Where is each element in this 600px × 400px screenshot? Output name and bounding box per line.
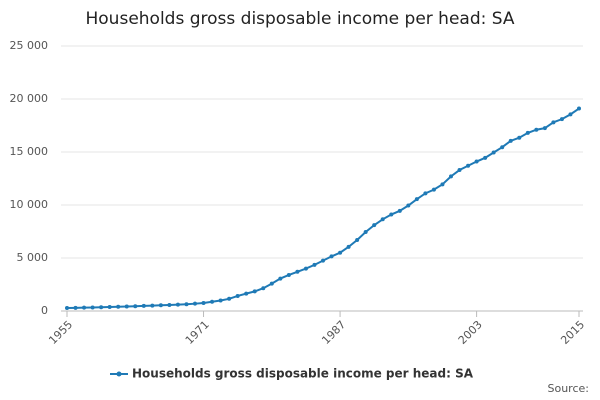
point bbox=[133, 304, 138, 309]
point bbox=[261, 286, 266, 291]
point bbox=[90, 305, 95, 310]
point bbox=[244, 291, 249, 296]
point bbox=[534, 127, 539, 132]
point bbox=[542, 126, 547, 131]
point bbox=[508, 138, 513, 143]
point bbox=[440, 182, 445, 187]
point bbox=[235, 293, 240, 298]
point bbox=[150, 303, 155, 308]
point bbox=[577, 106, 581, 111]
y-tick-label: 15 000 bbox=[10, 145, 49, 158]
point bbox=[559, 117, 564, 122]
x-tick-label: 2003 bbox=[456, 318, 485, 347]
y-tick-label: 10 000 bbox=[10, 198, 49, 211]
y-tick-label: 25 000 bbox=[10, 39, 49, 52]
point bbox=[82, 305, 87, 310]
point bbox=[423, 191, 428, 196]
point bbox=[252, 289, 257, 294]
point bbox=[116, 304, 121, 309]
point bbox=[346, 244, 351, 249]
source: Source: bbox=[548, 382, 590, 395]
point bbox=[141, 303, 146, 308]
point bbox=[431, 187, 436, 192]
point bbox=[218, 298, 223, 303]
point bbox=[449, 174, 453, 179]
point bbox=[175, 302, 180, 307]
legend-label: Households gross disposable income per h… bbox=[132, 367, 474, 381]
point bbox=[286, 272, 291, 277]
point bbox=[406, 203, 411, 208]
point bbox=[389, 212, 394, 217]
point bbox=[184, 302, 189, 307]
point bbox=[269, 281, 274, 286]
point bbox=[525, 130, 530, 135]
point bbox=[491, 150, 496, 155]
y-tick-label: 5 000 bbox=[17, 251, 49, 264]
x-tick-label: 1971 bbox=[183, 318, 212, 347]
point bbox=[355, 237, 360, 242]
point bbox=[517, 135, 522, 140]
point bbox=[466, 163, 471, 168]
point bbox=[568, 112, 573, 117]
y-tick-label: 0 bbox=[41, 304, 48, 317]
point bbox=[483, 155, 488, 160]
x-tick-label: 1955 bbox=[46, 318, 75, 347]
point bbox=[303, 266, 308, 271]
point bbox=[321, 258, 325, 263]
point bbox=[372, 223, 377, 228]
point bbox=[363, 230, 368, 235]
point bbox=[295, 269, 300, 274]
chart-title: Households gross disposable income per h… bbox=[86, 9, 515, 29]
point bbox=[73, 305, 78, 310]
point bbox=[551, 120, 556, 125]
point bbox=[65, 306, 69, 311]
point bbox=[227, 296, 232, 301]
point bbox=[193, 301, 197, 306]
series-line bbox=[66, 107, 580, 310]
point bbox=[201, 300, 206, 305]
point bbox=[278, 276, 283, 281]
y-tick-label: 20 000 bbox=[10, 92, 49, 105]
point bbox=[158, 303, 163, 308]
point bbox=[414, 197, 419, 202]
point bbox=[312, 262, 317, 267]
x-tick-label: 2015 bbox=[558, 318, 587, 347]
point bbox=[474, 159, 479, 164]
point bbox=[124, 304, 129, 309]
point bbox=[167, 303, 172, 308]
point bbox=[457, 168, 462, 173]
x-tick-label: 1987 bbox=[319, 318, 348, 347]
point bbox=[107, 304, 112, 309]
point bbox=[380, 217, 385, 222]
point bbox=[329, 254, 334, 259]
legend-marker bbox=[116, 371, 122, 377]
point bbox=[397, 208, 402, 213]
point bbox=[338, 250, 343, 255]
point bbox=[210, 299, 215, 304]
point bbox=[500, 145, 505, 150]
point bbox=[99, 305, 104, 310]
